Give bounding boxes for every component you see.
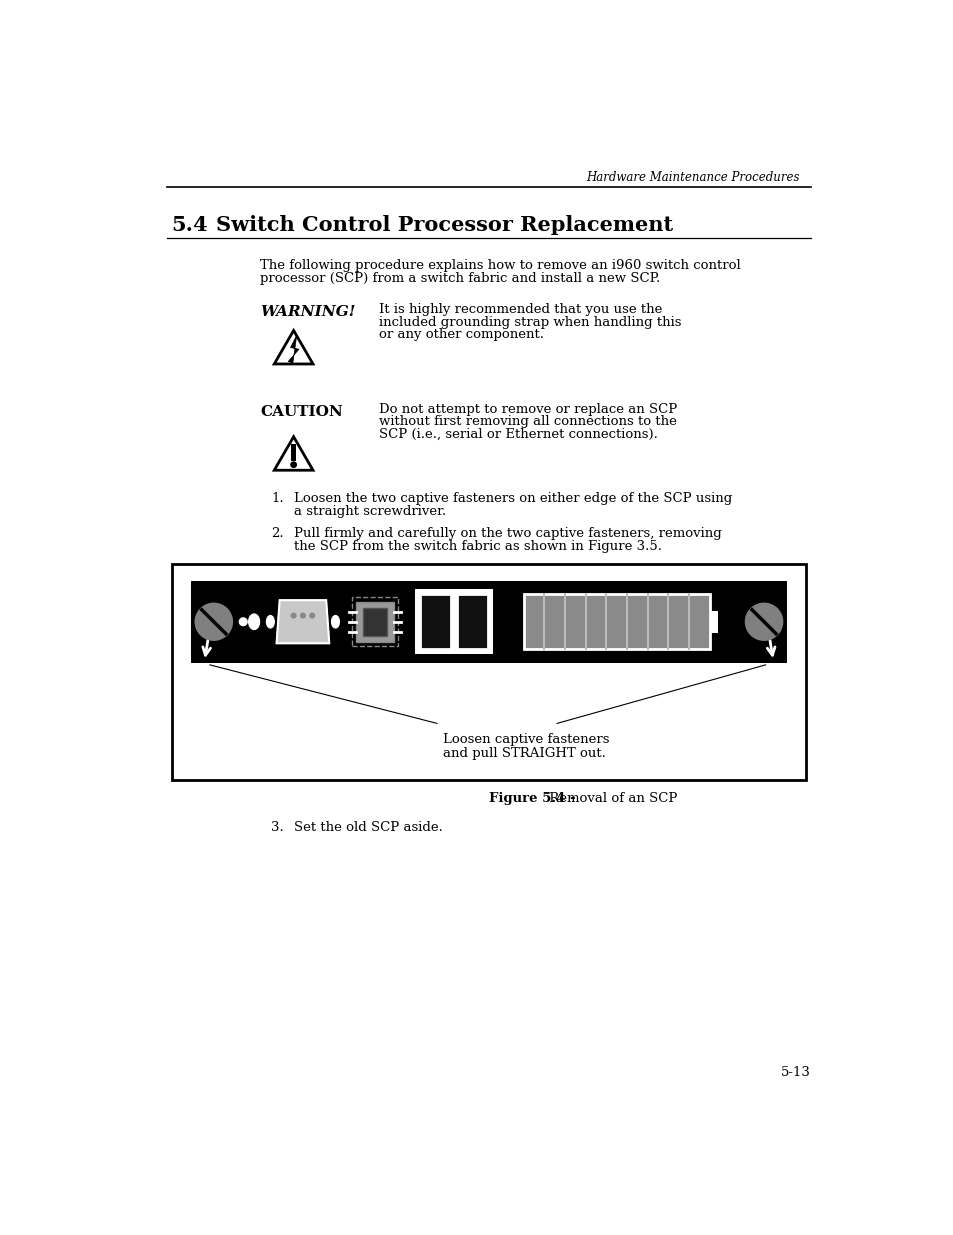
Text: 5.4: 5.4 [171, 215, 208, 235]
Text: 1.: 1. [271, 492, 283, 505]
Bar [362, 608, 387, 636]
Polygon shape [276, 600, 329, 643]
Text: It is highly recommended that you use the: It is highly recommended that you use th… [378, 304, 661, 316]
Text: Loosen the two captive fasteners on either edge of the SCP using: Loosen the two captive fasteners on eith… [294, 492, 731, 505]
Circle shape [300, 614, 305, 618]
Circle shape [744, 603, 781, 640]
Text: or any other component.: or any other component. [378, 329, 543, 341]
Circle shape [310, 614, 314, 618]
Bar [352, 597, 397, 646]
Text: CAUTION: CAUTION [260, 405, 343, 419]
Circle shape [291, 614, 295, 618]
Text: Do not attempt to remove or replace an SCP: Do not attempt to remove or replace an S… [378, 403, 677, 416]
Bar [419, 594, 451, 650]
Text: without first removing all connections to the: without first removing all connections t… [378, 415, 676, 429]
Ellipse shape [332, 615, 339, 627]
Circle shape [239, 618, 247, 626]
Text: the SCP from the switch fabric as shown in Figure 3.5.: the SCP from the switch fabric as shown … [294, 540, 661, 553]
Text: 3.: 3. [271, 821, 284, 834]
Bar [291, 443, 295, 461]
Text: Figure 5.4 -: Figure 5.4 - [488, 793, 575, 805]
Text: a straight screwdriver.: a straight screwdriver. [294, 505, 445, 519]
Text: 5-13: 5-13 [780, 1066, 810, 1078]
Text: Pull firmly and carefully on the two captive fasteners, removing: Pull firmly and carefully on the two cap… [294, 526, 720, 540]
Text: The following procedure explains how to remove an i960 switch control: The following procedure explains how to … [260, 259, 740, 272]
Text: Set the old SCP aside.: Set the old SCP aside. [294, 821, 442, 834]
Bar [456, 594, 488, 650]
Bar [172, 564, 805, 779]
Text: WARNING!: WARNING! [260, 305, 355, 319]
Text: SCP (i.e., serial or Ethernet connections).: SCP (i.e., serial or Ethernet connection… [378, 427, 657, 441]
Text: Removal of an SCP: Removal of an SCP [545, 793, 678, 805]
Circle shape [195, 603, 233, 640]
Ellipse shape [249, 614, 259, 630]
Bar [523, 594, 709, 650]
Polygon shape [288, 336, 298, 363]
Bar [711, 611, 717, 632]
Text: Hardware Maintenance Procedures: Hardware Maintenance Procedures [585, 170, 799, 184]
Text: and pull STRAIGHT out.: and pull STRAIGHT out. [443, 747, 605, 760]
Text: 2.: 2. [271, 526, 283, 540]
Bar [191, 580, 786, 662]
Bar [415, 589, 493, 655]
Bar [356, 601, 394, 642]
Text: included grounding strap when handling this: included grounding strap when handling t… [378, 316, 680, 329]
Text: processor (SCP) from a switch fabric and install a new SCP.: processor (SCP) from a switch fabric and… [260, 272, 659, 285]
Circle shape [291, 462, 296, 467]
Text: Loosen captive fasteners: Loosen captive fasteners [443, 734, 609, 746]
Ellipse shape [266, 615, 274, 627]
Text: Switch Control Processor Replacement: Switch Control Processor Replacement [216, 215, 673, 235]
